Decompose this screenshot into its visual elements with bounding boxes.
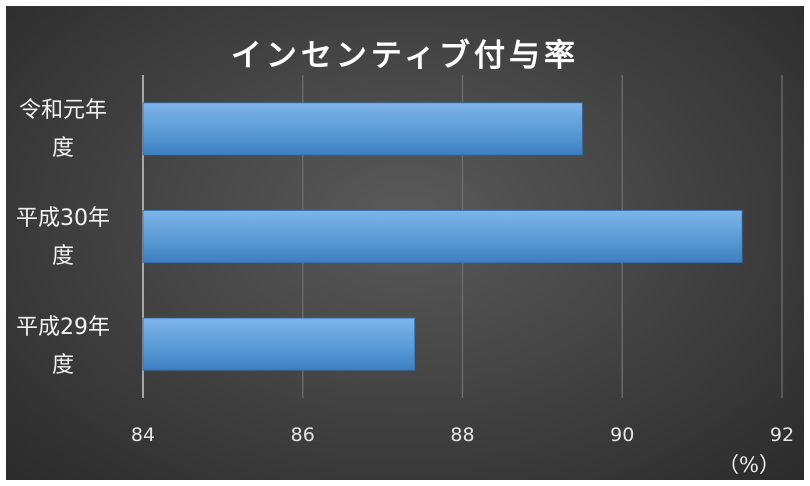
x-tick-label: 90 — [610, 424, 634, 446]
bar — [142, 102, 583, 156]
chart-title: インセンティブ付与率 — [230, 38, 580, 74]
x-tick-label: 88 — [450, 424, 474, 446]
category-label: 平成30年 度 — [16, 206, 110, 269]
bar — [142, 317, 415, 371]
x-tick-label: 86 — [291, 424, 315, 446]
bars — [142, 102, 743, 371]
x-tick-label: 84 — [131, 424, 155, 446]
bar — [142, 210, 743, 263]
x-tick-label: 92 — [770, 424, 794, 446]
category-label: 平成29年 度 — [16, 315, 110, 378]
x-axis-ticks: 84 86 88 90 92 — [131, 424, 794, 446]
category-label: 令和元年 度 — [18, 98, 107, 161]
unit-label: （%） — [718, 453, 780, 477]
